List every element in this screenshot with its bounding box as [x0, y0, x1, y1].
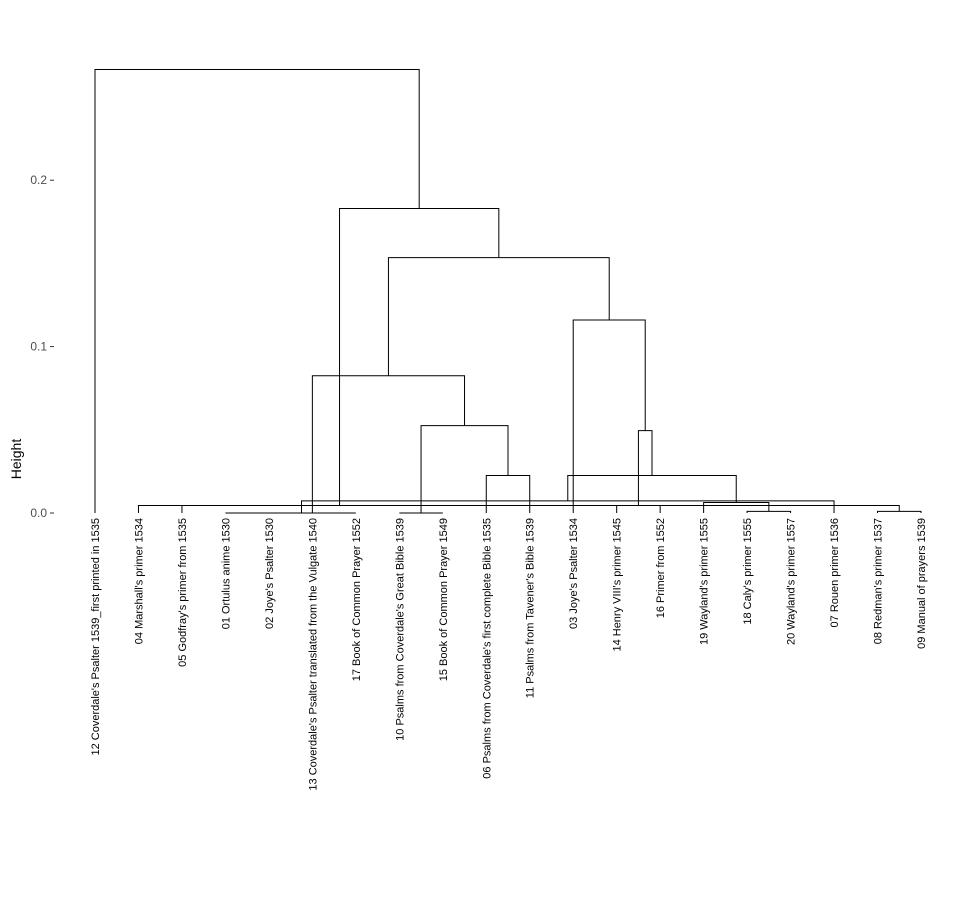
y-tick-label: 0.1 [30, 340, 47, 354]
leaf-label: 04 Marshall's primer 1534 [133, 518, 145, 644]
leaf-label: 20 Wayland's primer 1557 [786, 518, 798, 645]
y-axis-title: Height [8, 439, 24, 480]
dendrogram-branch [703, 502, 770, 513]
dendrogram-branch [94, 69, 420, 513]
leaf-label: 08 Redman's primer 1537 [873, 518, 885, 644]
leaf-label: 18 Caly's primer 1555 [742, 518, 754, 625]
dendrogram-branch [339, 207, 500, 506]
dendrogram-branch [616, 505, 661, 513]
leaf-label: 09 Manual of prayers 1539 [916, 518, 928, 649]
dendrogram-branch [746, 510, 792, 513]
leaf-label: 17 Book of Common Prayer 1552 [351, 518, 363, 681]
leaf-label: 16 Primer from 1552 [655, 518, 667, 618]
leaf-label: 19 Wayland's primer 1555 [699, 518, 711, 645]
y-axis: 0.0 0.1 0.2 [30, 173, 54, 520]
leaf-label: 13 Coverdale's Psalter translated from t… [307, 518, 319, 791]
leaf-label: 15 Book of Common Prayer 1549 [438, 518, 450, 681]
dendrogram-branch [420, 425, 509, 513]
dendrogram-branch [572, 319, 646, 513]
leaf-label: 12 Coverdale's Psalter 1539_first printe… [90, 518, 102, 756]
leaf-label: 05 Godfray's primer from 1535 [177, 518, 189, 667]
leaf-label: 06 Psalms from Coverdale's first complet… [481, 518, 493, 779]
dendrogram-branch [877, 510, 922, 513]
dendrogram-branch [181, 505, 900, 513]
y-tick-label: 0.0 [30, 506, 47, 520]
dendrogram-branch [485, 475, 531, 513]
leaf-label: 07 Rouen primer 1536 [829, 518, 841, 627]
dendrogram-branch [301, 500, 835, 513]
dendrogram-branch [311, 375, 466, 513]
leaf-label: 01 Ortulus anime 1530 [220, 518, 232, 629]
y-tick-label: 0.2 [30, 173, 47, 187]
leaf-label: 11 Psalms from Tavener's Bible 1539 [525, 518, 537, 698]
dendrogram-branch [387, 257, 610, 376]
dendrogram-branches [94, 69, 922, 514]
leaf-label: 10 Psalms from Coverdale's Great Bible 1… [394, 518, 406, 741]
leaf-labels: 12 Coverdale's Psalter 1539_first printe… [90, 518, 928, 791]
dendrogram-branch [637, 430, 653, 506]
leaf-label: 03 Joye's Psalter 1534 [568, 518, 580, 629]
leaf-label: 14 Henry VIII's primer 1545 [612, 518, 624, 652]
dendrogram-branch [567, 475, 737, 503]
dendrogram-branch [137, 505, 541, 513]
leaf-label: 02 Joye's Psalter 1530 [264, 518, 276, 629]
